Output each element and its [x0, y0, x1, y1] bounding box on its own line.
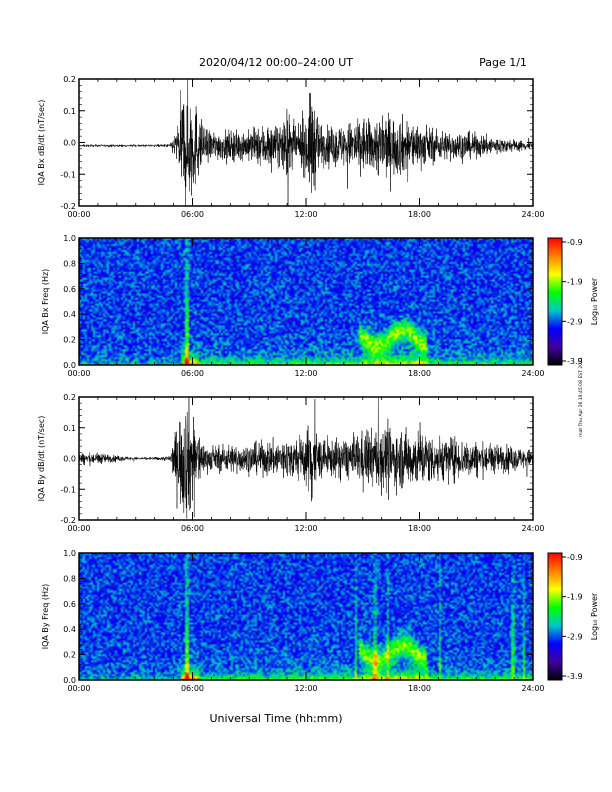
colorbar-tick-label: -2.9 [567, 317, 583, 326]
x-tick-label: 18:00 [408, 684, 431, 693]
y-tick-label: -0.2 [60, 516, 76, 525]
y-tick-label: 0.2 [63, 651, 76, 660]
colorbar-tick-label: -3.9 [567, 357, 583, 366]
y-tick-label: -0.2 [60, 202, 76, 211]
by-colorbar [547, 552, 563, 681]
y-tick-label: 0.0 [63, 361, 76, 370]
x-tick-label: 12:00 [294, 524, 317, 533]
x-tick-label: 00:00 [67, 524, 90, 533]
x-tick-label: 06:00 [181, 369, 204, 378]
x-tick-label: 18:00 [408, 210, 431, 219]
y-tick-label: 0.4 [63, 310, 76, 319]
panel-by-dbdt-ylabel: IQA By dB/dt (nT/sec) [37, 416, 46, 502]
y-tick-label: 0.1 [63, 107, 76, 116]
waveform-line [79, 79, 533, 206]
y-tick-label: 0.4 [63, 625, 76, 634]
by-spectrogram-image [79, 553, 533, 680]
x-tick-label: 24:00 [521, 684, 544, 693]
y-tick-label: 0.0 [63, 676, 76, 685]
panel-bx-dbdt-ylabel: IQA Bx dB/dt (nT/sec) [37, 100, 46, 186]
x-tick-label: 24:00 [521, 210, 544, 219]
y-tick-label: 0.2 [63, 75, 76, 84]
bx-colorbar [547, 237, 563, 366]
x-tick-label: 06:00 [181, 210, 204, 219]
x-tick-label: 06:00 [181, 524, 204, 533]
colorbar-tick-label: -0.9 [567, 238, 583, 247]
colorbar-tick-label: -2.9 [567, 632, 583, 641]
panel-bx-spectrogram-ylabel: IQA Bx Freq (Hz) [41, 269, 50, 335]
y-tick-label: 1.0 [63, 234, 76, 243]
panel-by-dbdt: 00:00 06:00 12:00 18:00 24:00 0.2 0.1 0.0 -0.1 -0… [37, 393, 545, 533]
x-tick-label: 18:00 [408, 524, 431, 533]
colorbar-tick-label: -1.9 [567, 593, 583, 602]
page-title: 2020/04/12 00:00–24:00 UT [199, 56, 353, 69]
x-tick-label: 12:00 [294, 684, 317, 693]
by-colorbar-label: Log₁₀ Power [590, 592, 599, 640]
colorbar-tick-label: -1.9 [567, 278, 583, 287]
y-tick-label: 0.2 [63, 393, 76, 402]
y-tick-label: 0.1 [63, 424, 76, 433]
x-tick-label: 06:00 [181, 684, 204, 693]
x-tick-label: 24:00 [521, 369, 544, 378]
panel-bx-dbdt: 00:00 06:00 12:00 18:00 24:00 0.2 0.1 0.0 -0.1 -0… [37, 75, 545, 219]
y-tick-label: 0.8 [63, 259, 76, 268]
y-tick-label: 0.8 [63, 574, 76, 583]
y-tick-label: 0.0 [63, 139, 76, 148]
panel-by-spectrogram-ylabel: IQA By Freq (Hz) [41, 584, 50, 650]
panel-by-spectrogram: 00:00 06:00 12:00 18:00 24:00 1.0 0.8 0.6 0.4 0.2… [41, 549, 599, 693]
x-tick-label: 12:00 [294, 210, 317, 219]
x-tick-label: 18:00 [408, 369, 431, 378]
y-tick-label: 0.6 [63, 600, 76, 609]
x-axis-label: Universal Time (hh:mm) [210, 712, 343, 725]
y-tick-label: 0.0 [63, 455, 76, 464]
y-tick-label: -0.1 [60, 485, 76, 494]
y-tick-label: 0.6 [63, 285, 76, 294]
x-tick-label: 00:00 [67, 369, 90, 378]
y-tick-label: -0.1 [60, 170, 76, 179]
x-tick-label: 24:00 [521, 524, 544, 533]
page-number: Page 1/1 [479, 56, 527, 69]
x-tick-label: 00:00 [67, 210, 90, 219]
y-tick-label: 0.2 [63, 336, 76, 345]
panel-bx-spectrogram: 00:00 06:00 12:00 18:00 24:00 1.0 0.8 0.6 0.4 0.2… [41, 234, 599, 378]
colorbar-tick-label: -3.9 [567, 672, 583, 681]
timestamp-note: mat Thu Apr 16 19:45:08 EST 2021 [578, 357, 584, 437]
waveform-line [79, 397, 533, 519]
bx-spectrogram-image [79, 238, 533, 365]
bx-colorbar-label: Log₁₀ Power [590, 277, 599, 325]
x-tick-label: 00:00 [67, 684, 90, 693]
x-tick-label: 12:00 [294, 369, 317, 378]
y-tick-label: 1.0 [63, 549, 76, 558]
colorbar-tick-label: -0.9 [567, 553, 583, 562]
